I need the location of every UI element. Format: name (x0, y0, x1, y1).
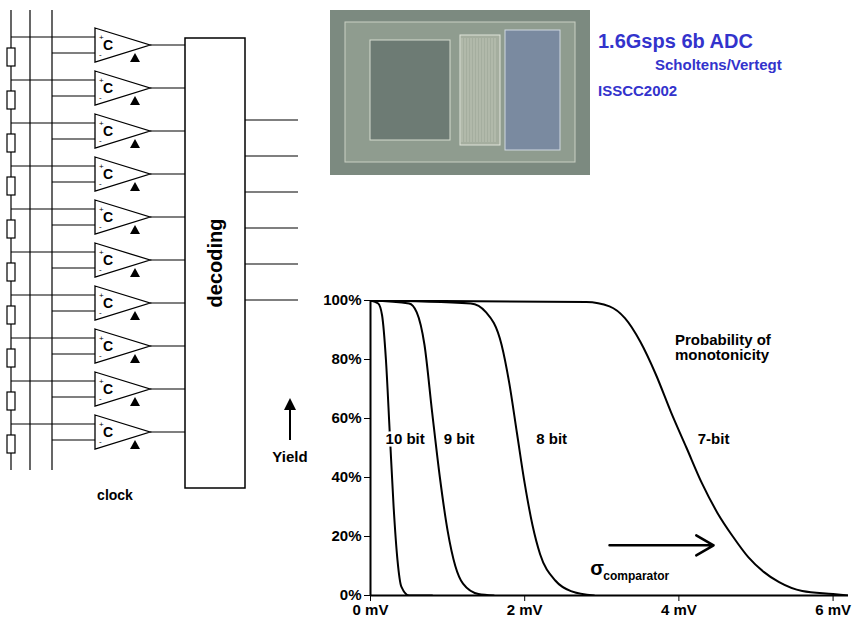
svg-text:60%: 60% (331, 409, 361, 426)
svg-text:+: + (99, 33, 104, 42)
svg-text:+: + (99, 377, 104, 386)
svg-text:7-bit: 7-bit (698, 430, 730, 447)
svg-text:C: C (103, 209, 113, 225)
svg-text:ISSCC2002: ISSCC2002 (598, 82, 677, 99)
svg-text:4 mV: 4 mV (661, 601, 697, 618)
svg-text:80%: 80% (331, 350, 361, 367)
svg-text:clock: clock (97, 487, 133, 503)
svg-text:Yield: Yield (272, 448, 307, 465)
svg-text:+: + (99, 334, 104, 343)
svg-text:Probability ofmonotonicity: Probability ofmonotonicity (675, 331, 772, 363)
svg-text:C: C (103, 123, 113, 139)
svg-text:comparator: comparator (603, 569, 669, 583)
svg-text:+: + (99, 291, 104, 300)
svg-text:20%: 20% (331, 527, 361, 544)
svg-text:-: - (99, 351, 102, 360)
svg-text:-: - (99, 179, 102, 188)
svg-text:-: - (99, 265, 102, 274)
svg-text:10 bit: 10 bit (386, 430, 425, 447)
svg-text:C: C (103, 381, 113, 397)
svg-text:C: C (103, 166, 113, 182)
svg-text:C: C (103, 252, 113, 268)
svg-text:+: + (99, 420, 104, 429)
svg-text:-: - (99, 308, 102, 317)
svg-text:40%: 40% (331, 468, 361, 485)
svg-text:-: - (99, 437, 102, 446)
svg-text:+: + (99, 248, 104, 257)
svg-text:100%: 100% (323, 291, 361, 308)
svg-text:2 mV: 2 mV (507, 601, 543, 618)
svg-text:Scholtens/Vertegt: Scholtens/Vertegt (655, 56, 782, 73)
svg-text:0%: 0% (339, 586, 362, 604)
svg-text:-: - (99, 394, 102, 403)
svg-text:+: + (99, 119, 104, 128)
svg-text:8 bit: 8 bit (536, 430, 567, 447)
svg-text:C: C (103, 80, 113, 96)
svg-text:+: + (99, 162, 104, 171)
svg-text:+: + (99, 205, 104, 214)
svg-text:-: - (99, 222, 102, 231)
svg-text:C: C (103, 295, 113, 311)
svg-text:6 mV: 6 mV (815, 601, 851, 618)
svg-text:0 mV: 0 mV (353, 601, 389, 618)
svg-text:C: C (103, 338, 113, 354)
svg-text:-: - (99, 50, 102, 59)
svg-text:-: - (99, 136, 102, 145)
svg-text:decoding: decoding (204, 219, 226, 308)
svg-text:σ: σ (590, 557, 604, 579)
svg-text:+: + (99, 76, 104, 85)
svg-text:C: C (103, 424, 113, 440)
svg-text:-: - (99, 93, 102, 102)
svg-text:1.6Gsps 6b ADC: 1.6Gsps 6b ADC (598, 30, 753, 52)
svg-text:9 bit: 9 bit (444, 430, 475, 447)
svg-text:C: C (103, 37, 113, 53)
